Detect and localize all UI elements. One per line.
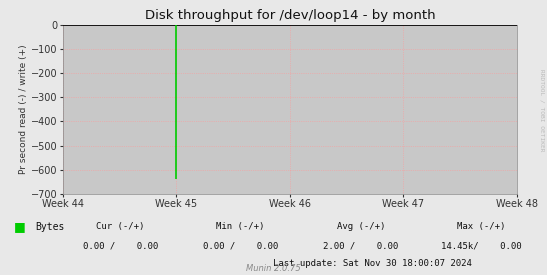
Text: RRDTOOL / TOBI OETIKER: RRDTOOL / TOBI OETIKER <box>539 69 544 151</box>
Text: 2.00 /    0.00: 2.00 / 0.00 <box>323 242 399 251</box>
Text: 0.00 /    0.00: 0.00 / 0.00 <box>203 242 278 251</box>
Text: Munin 2.0.75: Munin 2.0.75 <box>246 264 301 273</box>
Text: Bytes: Bytes <box>36 222 65 232</box>
Text: Cur (-/+): Cur (-/+) <box>96 222 144 231</box>
Text: ■: ■ <box>14 220 25 233</box>
Text: Avg (-/+): Avg (-/+) <box>337 222 385 231</box>
Text: 14.45k/    0.00: 14.45k/ 0.00 <box>441 242 522 251</box>
Text: 0.00 /    0.00: 0.00 / 0.00 <box>83 242 158 251</box>
Text: Last update: Sat Nov 30 18:00:07 2024: Last update: Sat Nov 30 18:00:07 2024 <box>272 259 472 268</box>
Y-axis label: Pr second read (-) / write (+): Pr second read (-) / write (+) <box>19 45 28 174</box>
Title: Disk throughput for /dev/loop14 - by month: Disk throughput for /dev/loop14 - by mon… <box>144 9 435 22</box>
Text: Min (-/+): Min (-/+) <box>217 222 265 231</box>
Text: Max (-/+): Max (-/+) <box>457 222 505 231</box>
